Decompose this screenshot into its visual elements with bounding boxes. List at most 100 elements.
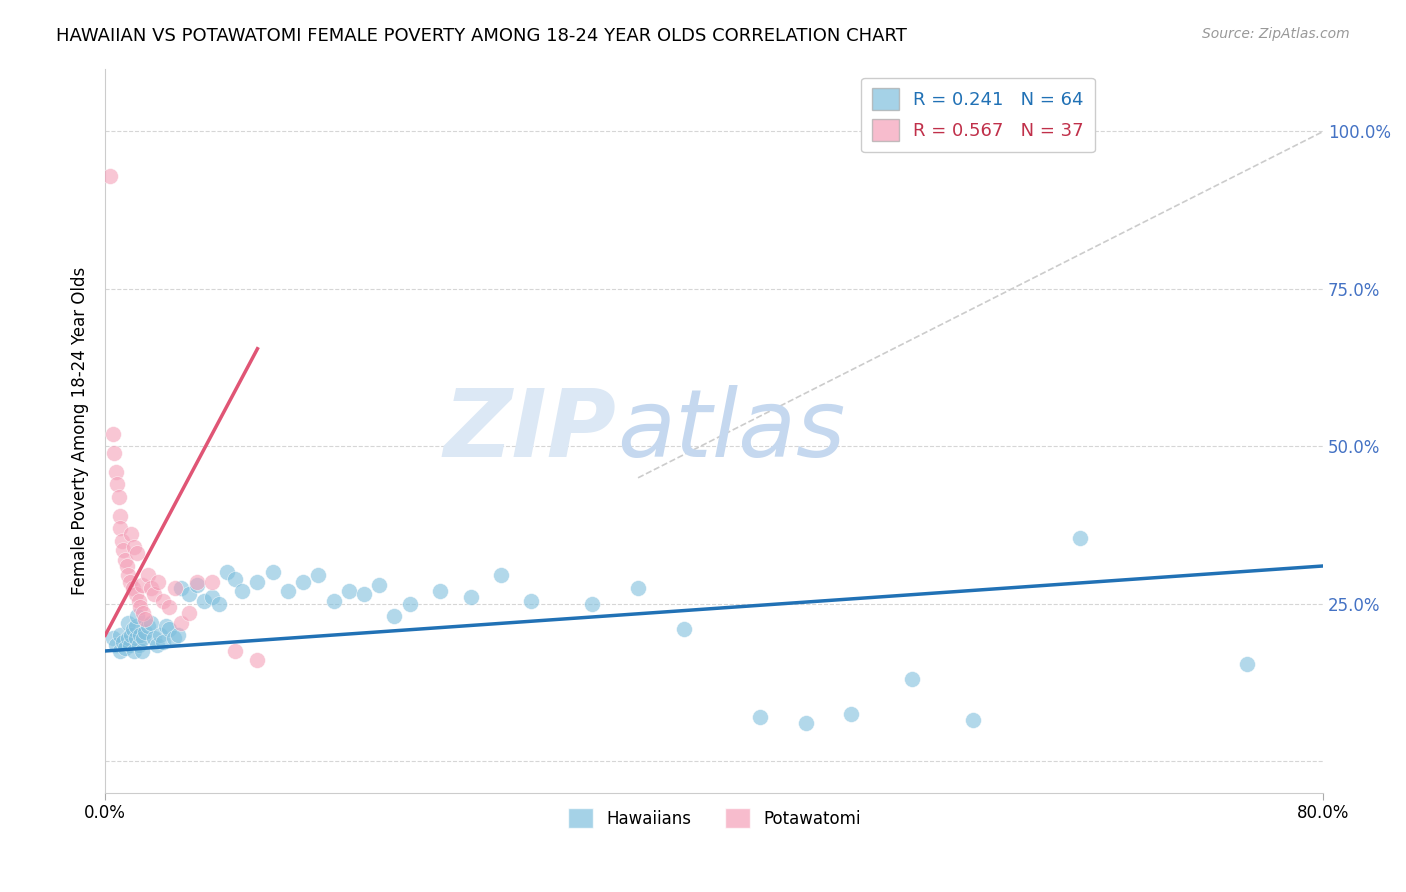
Point	[120, 527, 142, 541]
Point	[337, 584, 360, 599]
Point	[121, 581, 143, 595]
Point	[122, 540, 145, 554]
Point	[120, 628, 142, 642]
Point	[131, 578, 153, 592]
Text: atlas: atlas	[617, 385, 845, 476]
Point	[117, 568, 139, 582]
Point	[794, 716, 817, 731]
Point	[148, 574, 170, 589]
Point	[520, 593, 543, 607]
Point	[132, 606, 155, 620]
Point	[170, 581, 193, 595]
Point	[129, 628, 152, 642]
Point	[201, 591, 224, 605]
Point	[114, 552, 136, 566]
Point	[186, 574, 208, 589]
Point	[118, 574, 141, 589]
Point	[110, 644, 132, 658]
Point	[224, 644, 246, 658]
Point	[155, 619, 177, 633]
Point	[201, 574, 224, 589]
Point	[246, 574, 269, 589]
Point	[489, 568, 512, 582]
Point	[124, 632, 146, 646]
Point	[157, 622, 180, 636]
Point	[127, 609, 149, 624]
Y-axis label: Female Poverty Among 18-24 Year Olds: Female Poverty Among 18-24 Year Olds	[72, 267, 89, 595]
Point	[170, 615, 193, 630]
Point	[136, 619, 159, 633]
Point	[368, 578, 391, 592]
Text: Source: ZipAtlas.com: Source: ZipAtlas.com	[1202, 27, 1350, 41]
Point	[460, 591, 482, 605]
Point	[146, 638, 169, 652]
Point	[105, 477, 128, 491]
Point	[672, 622, 695, 636]
Point	[167, 628, 190, 642]
Point	[177, 606, 200, 620]
Point	[165, 581, 187, 595]
Point	[398, 597, 420, 611]
Point	[112, 634, 135, 648]
Point	[98, 169, 121, 183]
Point	[246, 653, 269, 667]
Point	[142, 632, 165, 646]
Text: ZIP: ZIP	[444, 384, 617, 476]
Point	[121, 622, 143, 636]
Point	[277, 584, 299, 599]
Point	[152, 593, 174, 607]
Point	[224, 572, 246, 586]
Point	[127, 546, 149, 560]
Point	[111, 533, 134, 548]
Point	[139, 581, 162, 595]
Point	[157, 599, 180, 614]
Point	[118, 638, 141, 652]
Legend: Hawaiians, Potawatomi: Hawaiians, Potawatomi	[561, 801, 868, 835]
Point	[429, 584, 451, 599]
Point	[103, 445, 125, 459]
Point	[322, 593, 344, 607]
Point	[110, 521, 132, 535]
Point	[134, 625, 156, 640]
Point	[215, 566, 238, 580]
Point	[1069, 531, 1091, 545]
Point	[132, 632, 155, 646]
Point	[186, 578, 208, 592]
Point	[114, 640, 136, 655]
Point	[122, 644, 145, 658]
Point	[110, 628, 132, 642]
Point	[110, 508, 132, 523]
Point	[307, 568, 329, 582]
Point	[627, 581, 650, 595]
Point	[131, 644, 153, 658]
Point	[901, 673, 924, 687]
Point	[104, 465, 127, 479]
Point	[128, 638, 150, 652]
Point	[292, 574, 315, 589]
Point	[117, 632, 139, 646]
Point	[353, 587, 375, 601]
Point	[124, 619, 146, 633]
Point	[262, 566, 284, 580]
Point	[1236, 657, 1258, 671]
Point	[231, 584, 253, 599]
Point	[101, 426, 124, 441]
Point	[136, 568, 159, 582]
Point	[112, 543, 135, 558]
Point	[104, 638, 127, 652]
Point	[128, 593, 150, 607]
Point	[124, 587, 146, 601]
Point	[962, 713, 984, 727]
Point	[193, 593, 215, 607]
Point	[208, 597, 231, 611]
Point	[163, 632, 186, 646]
Point	[149, 628, 172, 642]
Point	[839, 706, 862, 721]
Point	[581, 597, 603, 611]
Point	[115, 558, 138, 573]
Point	[139, 615, 162, 630]
Point	[177, 587, 200, 601]
Point	[117, 615, 139, 630]
Point	[142, 587, 165, 601]
Point	[748, 710, 770, 724]
